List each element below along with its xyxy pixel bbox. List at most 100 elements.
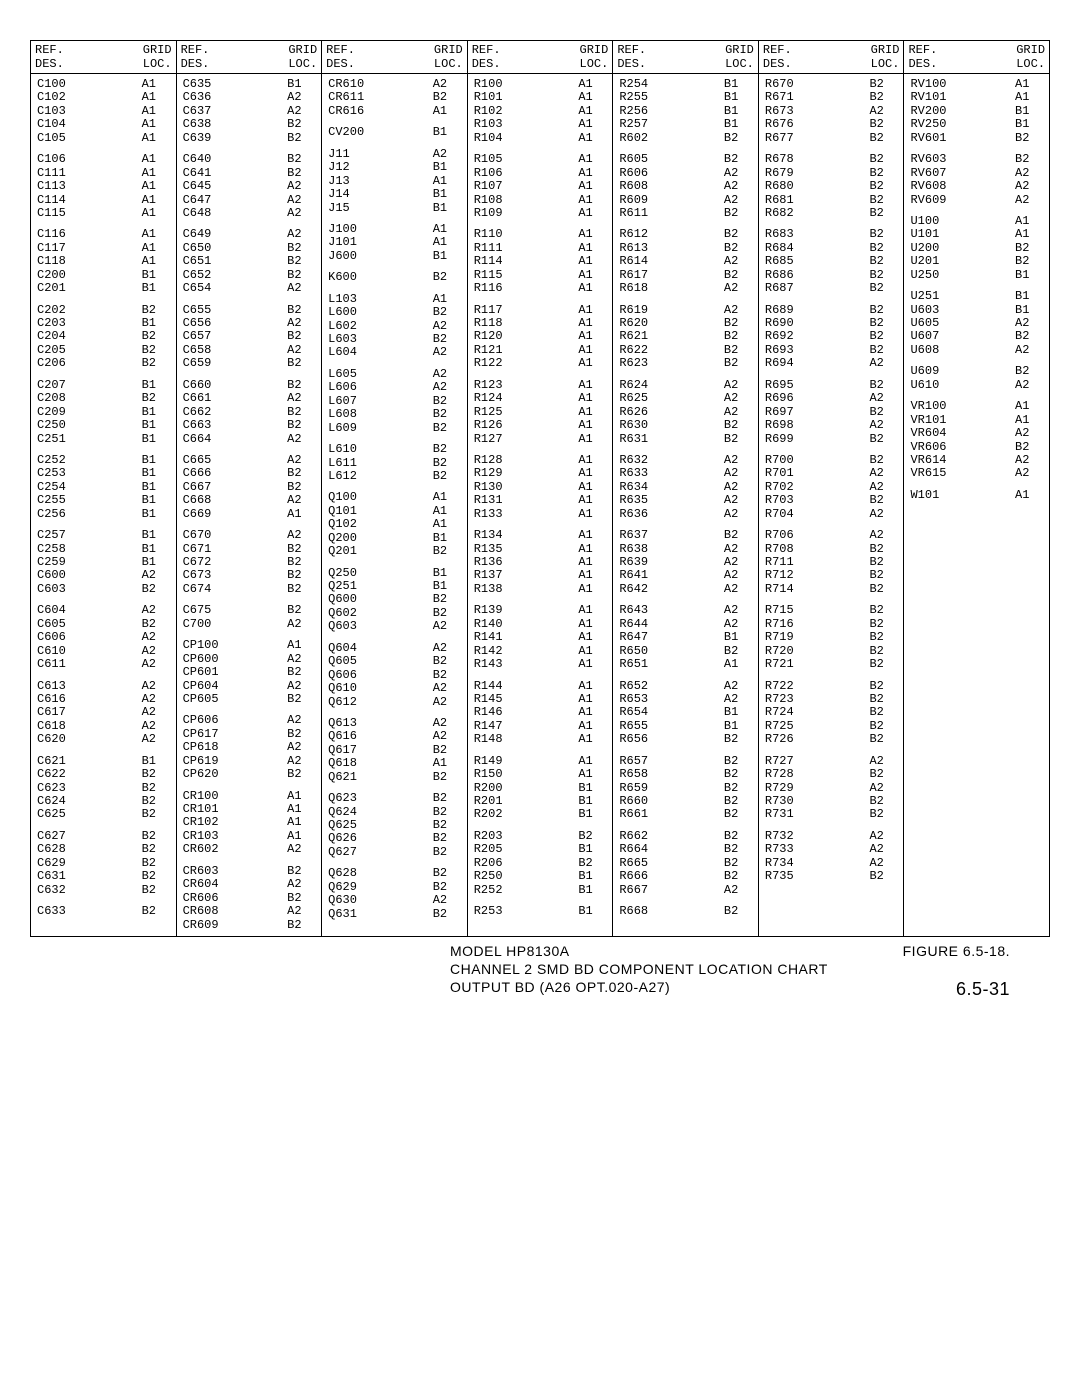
grid-loc: A1 (578, 556, 606, 569)
ref-des: J600 (328, 250, 433, 263)
grid-loc: A1 (142, 167, 170, 180)
ref-des: VR101 (910, 414, 1015, 427)
grid-loc: B2 (287, 919, 315, 932)
ref-des: R702 (765, 481, 870, 494)
grid-loc: A2 (724, 543, 752, 556)
ref-des: RV250 (910, 118, 1015, 131)
grid-loc: A2 (1015, 194, 1043, 207)
table-row: R677B2 (765, 132, 898, 145)
table-row: R686B2 (765, 269, 898, 282)
grid-loc: B2 (433, 744, 461, 757)
grid-loc: B2 (433, 91, 461, 104)
grid-loc: B1 (433, 250, 461, 263)
grid-loc: B1 (1015, 105, 1043, 118)
ref-des: R682 (765, 207, 870, 220)
ref-des: C207 (37, 379, 142, 392)
grid-loc: A1 (578, 207, 606, 220)
ref-des: RV608 (910, 180, 1015, 193)
table-row: R122A1 (474, 357, 607, 370)
table-row: R661B2 (619, 808, 752, 821)
grid-loc: A1 (287, 830, 315, 843)
table-row: C649A2 (183, 228, 316, 241)
ref-des: R639 (619, 556, 724, 569)
table-row: R127A1 (474, 433, 607, 446)
ref-des: C668 (183, 494, 288, 507)
table-row: R101A1 (474, 91, 607, 104)
grid-loc: A1 (142, 242, 170, 255)
ref-des: L605 (328, 368, 433, 381)
grid-loc: A1 (142, 118, 170, 131)
table-row: R136A1 (474, 556, 607, 569)
table-row: R626A2 (619, 406, 752, 419)
board-label: OUTPUT BD (A26 OPT.020-A27) (450, 979, 670, 1000)
ref-des: R659 (619, 782, 724, 795)
grid-loc: B1 (433, 532, 461, 545)
ref-des: Q623 (328, 792, 433, 805)
grid-loc: A1 (433, 518, 461, 531)
table-row: J14B1 (328, 188, 461, 201)
ref-des: C671 (183, 543, 288, 556)
ref-des: R698 (765, 419, 870, 432)
table-row: Q625B2 (328, 819, 461, 832)
grid-loc: B2 (869, 454, 897, 467)
ref-des: CR102 (183, 816, 288, 829)
table-row: C604A2 (37, 604, 170, 617)
table-row: C648A2 (183, 207, 316, 220)
table-row: R111A1 (474, 242, 607, 255)
ref-des: R121 (474, 344, 579, 357)
grid-loc: A2 (287, 228, 315, 241)
ref-des: L612 (328, 470, 433, 483)
ref-des: C617 (37, 706, 142, 719)
table-row: L608B2 (328, 408, 461, 421)
column-body: R670B2R671B2R673A2R676B2R677B2R678B2R679… (759, 74, 904, 936)
grid-loc: B2 (433, 771, 461, 784)
ref-des: R137 (474, 569, 579, 582)
ref-des: J101 (328, 236, 433, 249)
table-row: R137A1 (474, 569, 607, 582)
table-row: C670A2 (183, 529, 316, 542)
table-row: R670B2 (765, 78, 898, 91)
table-row: R671B2 (765, 91, 898, 104)
ref-des: L607 (328, 395, 433, 408)
grid-loc: A2 (287, 843, 315, 856)
grid-loc: A1 (433, 223, 461, 236)
grid-loc: A2 (287, 433, 315, 446)
ref-des: R622 (619, 344, 724, 357)
grid-loc: B2 (869, 330, 897, 343)
ref-des: R638 (619, 543, 724, 556)
ref-des: CR616 (328, 105, 433, 118)
table-row: U610A2 (910, 379, 1043, 392)
grid-loc: A2 (869, 755, 897, 768)
grid-loc: A2 (433, 620, 461, 633)
ref-des: C666 (183, 467, 288, 480)
table-row: R698A2 (765, 419, 898, 432)
ref-des: C253 (37, 467, 142, 480)
grid-loc: A1 (578, 255, 606, 268)
ref-des: C623 (37, 782, 142, 795)
ref-des: R690 (765, 317, 870, 330)
ref-des: Q629 (328, 881, 433, 894)
ref-des: R630 (619, 419, 724, 432)
grid-loc: B2 (142, 304, 170, 317)
ref-des: C203 (37, 317, 142, 330)
column-group: REF. DES.GRID LOC.RV100A1RV101A1RV200B1R… (904, 41, 1049, 936)
ref-des: R109 (474, 207, 579, 220)
ref-des: J15 (328, 202, 433, 215)
table-row: R130A1 (474, 481, 607, 494)
grid-loc: B1 (1015, 304, 1043, 317)
grid-loc: A1 (142, 105, 170, 118)
ref-des: R635 (619, 494, 724, 507)
ref-des: CP606 (183, 714, 288, 727)
ref-des: RV601 (910, 132, 1015, 145)
table-row: R147A1 (474, 720, 607, 733)
table-row: CR616A1 (328, 105, 461, 118)
table-row: R124A1 (474, 392, 607, 405)
grid-loc: B2 (433, 655, 461, 668)
table-row: C631B2 (37, 870, 170, 883)
grid-loc: B2 (724, 782, 752, 795)
grid-loc: B2 (142, 795, 170, 808)
grid-loc: A1 (578, 529, 606, 542)
grid-loc: A2 (724, 304, 752, 317)
ref-des: U609 (910, 365, 1015, 378)
grid-loc: A2 (724, 406, 752, 419)
